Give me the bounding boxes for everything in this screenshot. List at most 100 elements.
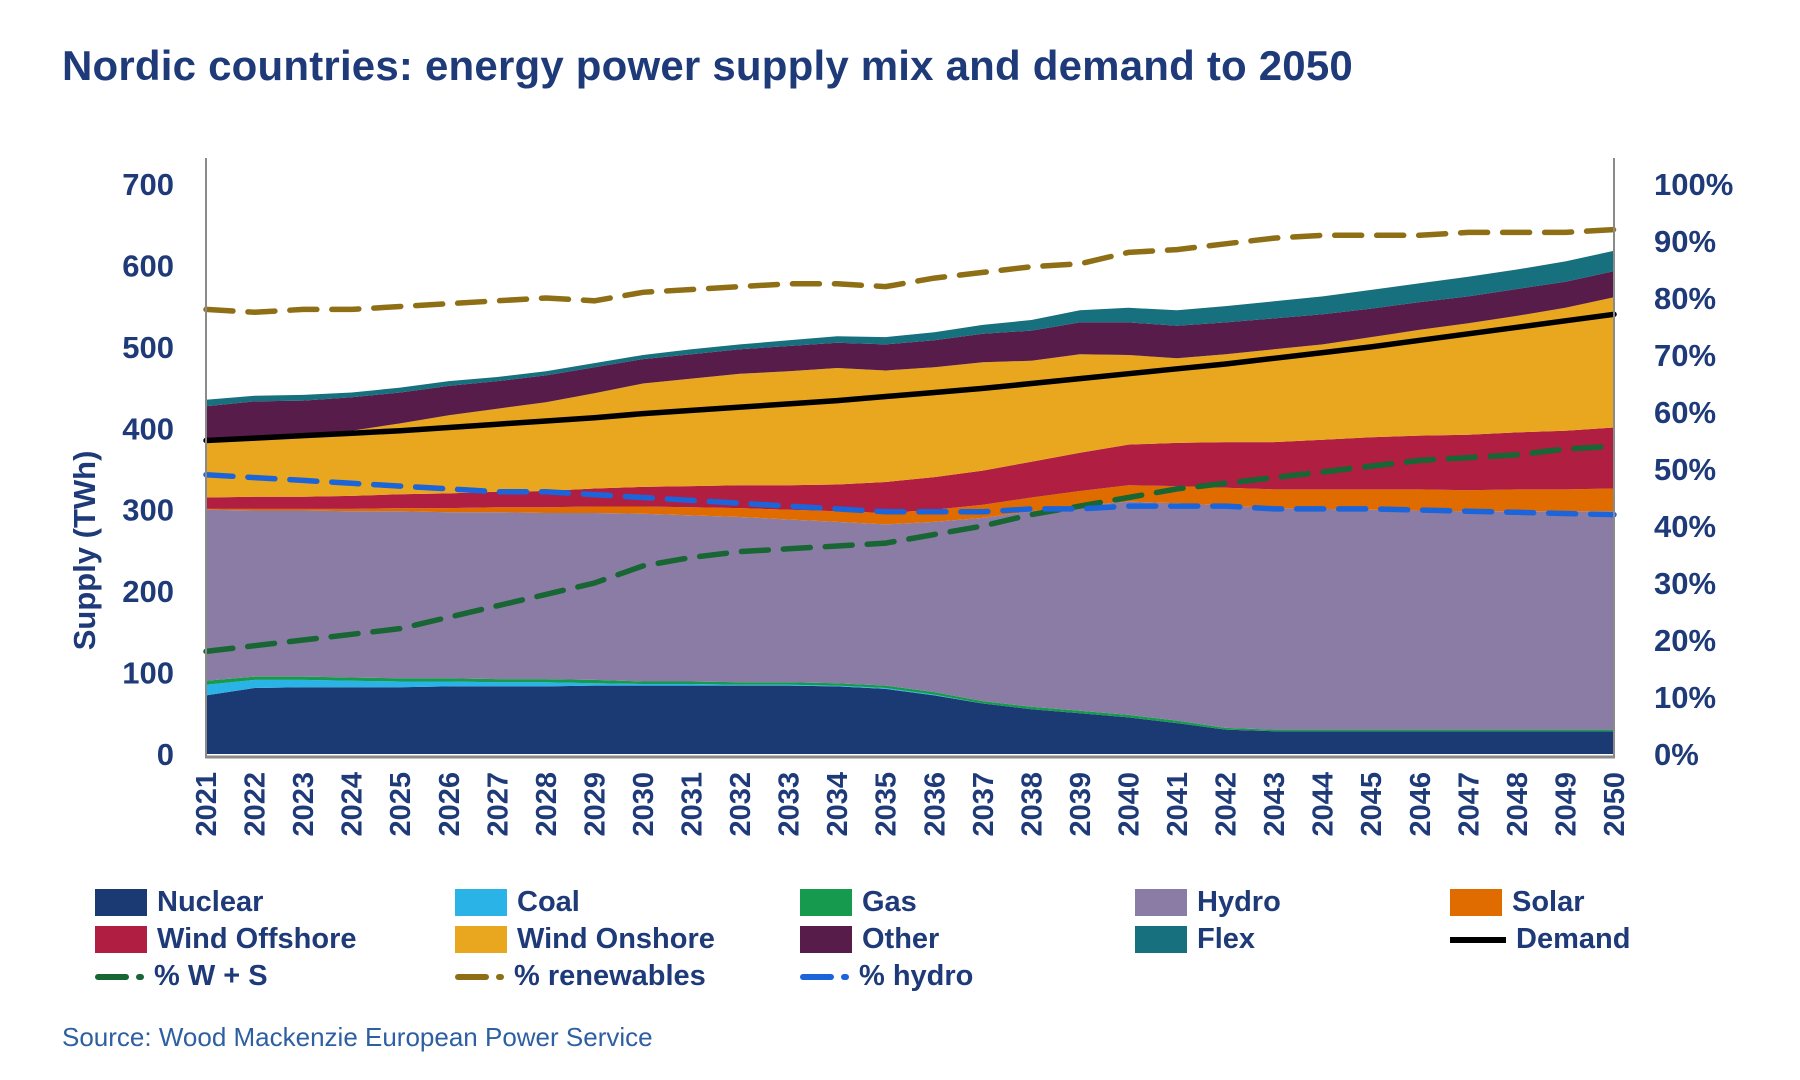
coal-swatch <box>455 889 507 916</box>
legend-label: % hydro <box>859 960 974 992</box>
x-tick-label: 2045 <box>1356 772 1388 837</box>
x-tick-label: 2039 <box>1065 772 1097 837</box>
legend-item-other: Other <box>800 923 1135 956</box>
left-axis-title: Supply (TWh) <box>67 451 102 651</box>
w-s-swatch <box>95 973 144 980</box>
area-hydro <box>206 501 1614 730</box>
nuclear-swatch <box>95 889 147 916</box>
gas-swatch <box>800 889 852 916</box>
legend-item-wind-onshore: Wind Onshore <box>455 923 800 956</box>
demand-swatch <box>1450 936 1506 943</box>
x-tick-label: 2043 <box>1259 772 1291 837</box>
x-tick-label: 2046 <box>1405 772 1437 837</box>
x-tick-label: 2036 <box>919 772 951 837</box>
x-tick-label: 2049 <box>1550 772 1582 837</box>
other-swatch <box>800 926 852 953</box>
x-tick-label: 2021 <box>191 772 223 837</box>
legend-item-demand: Demand <box>1450 923 1755 956</box>
right-tick-label: 100% <box>1654 167 1733 202</box>
x-tick-label: 2024 <box>337 772 369 837</box>
x-tick-label: 2022 <box>240 772 272 837</box>
x-tick-label: 2040 <box>1113 772 1145 837</box>
hydro-swatch <box>800 973 849 980</box>
x-tick-label: 2034 <box>822 772 854 837</box>
x-tick-label: 2047 <box>1453 772 1485 837</box>
x-tick-label: 2032 <box>725 772 757 837</box>
area-nuclear <box>206 685 1614 754</box>
x-tick-label: 2033 <box>774 772 806 837</box>
legend-label: Nuclear <box>157 886 264 918</box>
left-tick-label: 300 <box>122 493 174 528</box>
x-tick-label: 2031 <box>677 772 709 837</box>
legend-label: Other <box>862 923 940 955</box>
left-tick-label: 400 <box>122 411 174 446</box>
legend-label: Demand <box>1516 923 1631 955</box>
line-w-s <box>203 443 1617 655</box>
legend-label: % renewables <box>514 960 706 992</box>
x-tick-label: 2048 <box>1502 772 1534 837</box>
area-solar <box>206 485 1614 525</box>
left-tick-label: 500 <box>122 330 174 365</box>
right-tick-label: 0% <box>1654 737 1699 772</box>
left-tick-label: 700 <box>122 167 174 202</box>
right-tick-label: 30% <box>1654 566 1716 601</box>
x-tick-label: 2023 <box>288 772 320 837</box>
x-tick-label: 2044 <box>1308 772 1340 837</box>
legend-label: Coal <box>517 886 580 918</box>
legend-item-hydro: % hydro <box>800 960 1135 993</box>
x-tick-label: 2038 <box>1016 772 1048 837</box>
wind-onshore-swatch <box>455 926 507 953</box>
x-tick-label: 2026 <box>434 772 466 837</box>
x-tick-label: 2035 <box>871 772 903 837</box>
legend-label: % W + S <box>154 960 268 992</box>
legend-label: Wind Offshore <box>157 923 357 955</box>
x-tick-label: 2050 <box>1599 772 1631 837</box>
line-demand <box>203 311 1617 444</box>
x-tick-label: 2027 <box>482 772 514 837</box>
legend-item-coal: Coal <box>455 886 800 919</box>
legend-label: Hydro <box>1197 886 1281 918</box>
right-tick-label: 80% <box>1654 281 1716 316</box>
left-tick-label: 200 <box>122 574 174 609</box>
left-tick-label: 0 <box>157 737 174 772</box>
legend-item-gas: Gas <box>800 886 1135 919</box>
right-tick-label: 60% <box>1654 395 1716 430</box>
legend-label: Gas <box>862 886 917 918</box>
flex-swatch <box>1135 926 1187 953</box>
line-hydro <box>203 471 1617 518</box>
supply-demand-chart: 0 100 200 300 400 500 600 700 0% 10% 20% 30% 40% 50% 6… <box>67 158 1733 837</box>
right-tick-label: 40% <box>1654 509 1716 544</box>
area-wind-onshore <box>206 297 1614 498</box>
legend-item-wind-offshore: Wind Offshore <box>95 923 455 956</box>
x-tick-label: 2042 <box>1211 772 1243 837</box>
legend-item-flex: Flex <box>1135 923 1450 956</box>
area-other <box>206 271 1614 443</box>
renewables-swatch <box>455 973 504 980</box>
right-tick-label: 10% <box>1654 680 1716 715</box>
legend-label: Flex <box>1197 923 1256 955</box>
x-tick-label: 2025 <box>385 772 417 837</box>
x-tick-label: 2037 <box>968 772 1000 837</box>
legend-item-nuclear: Nuclear <box>95 886 455 919</box>
legend-item-solar: Solar <box>1450 886 1755 919</box>
chart-title: Nordic countries: energy power supply mi… <box>62 42 1353 89</box>
chart-legend: Nuclear Coal Gas Hydro Solar Wind Offshore Win… <box>95 884 1755 995</box>
x-tick-label: 2030 <box>628 772 660 837</box>
right-tick-label: 90% <box>1654 224 1716 259</box>
x-tick-label: 2029 <box>579 772 611 837</box>
legend-item-hydro: Hydro <box>1135 886 1450 919</box>
right-tick-label: 50% <box>1654 452 1716 487</box>
legend-label: Wind Onshore <box>517 923 715 955</box>
left-tick-label: 600 <box>122 248 174 283</box>
hydro-swatch <box>1135 889 1187 916</box>
legend-label: Solar <box>1512 886 1585 918</box>
x-tick-label: 2028 <box>531 772 563 837</box>
right-tick-label: 70% <box>1654 338 1716 373</box>
wind-offshore-swatch <box>95 926 147 953</box>
area-coal <box>206 679 1614 732</box>
legend-item-renewables: % renewables <box>455 960 800 993</box>
right-tick-label: 20% <box>1654 623 1716 658</box>
line-renewables <box>203 226 1617 316</box>
legend-item-w-s: % W + S <box>95 960 455 993</box>
left-tick-label: 100 <box>122 656 174 691</box>
